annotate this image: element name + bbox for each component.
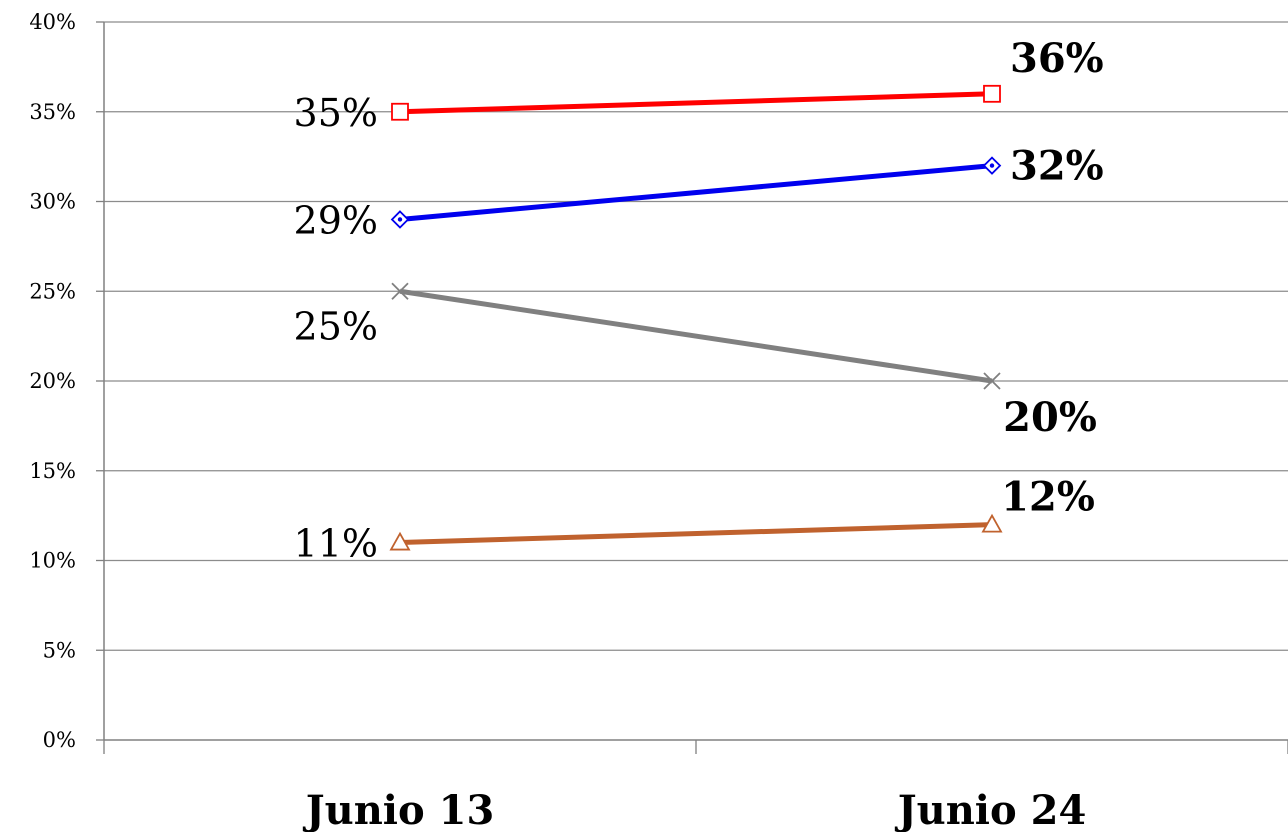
series-2 [390,156,1002,229]
x-tick-label: Junio 24 [895,787,1087,832]
series-3 [391,282,1001,390]
data-point-dot [397,217,403,222]
y-tick-label: 0% [43,728,76,752]
y-tick-label: 10% [29,549,76,573]
data-point-marker [983,84,1001,103]
y-tick-labels: 0% 5% 10% 15% 20% 25% 30% 35% 40% [29,10,76,752]
data-point-marker [389,531,411,551]
series-line [399,163,993,222]
data-point-dot [989,163,995,168]
data-point-marker [391,282,409,300]
x-tick-label: Junio 13 [303,787,495,832]
series-1 [391,84,1001,121]
y-tick-label: 30% [29,190,76,214]
series-4 [389,513,1003,551]
data-label: 12% [1001,474,1095,521]
gridlines [96,21,1288,741]
y-tick-label: 20% [29,369,76,393]
series-line [399,288,993,384]
data-label: 20% [1003,394,1097,441]
data-point-marker [981,513,1003,533]
data-labels: 35% 36% 29% 32% 25% 20% 11% 12% [294,35,1104,566]
data-label: 36% [1010,35,1104,82]
y-tick-label: 40% [29,10,76,34]
y-tick-label: 35% [29,100,76,124]
series-layer [389,84,1003,551]
data-label: 29% [294,198,378,242]
y-tick-label: 5% [43,638,76,662]
y-tick-label: 25% [29,279,76,303]
data-label: 11% [294,522,378,566]
data-point-marker [391,102,409,121]
data-label: 32% [1010,143,1104,190]
data-label: 25% [294,304,378,348]
series-line [399,522,993,546]
y-tick-label: 15% [29,459,76,483]
data-label: 35% [294,91,378,135]
x-tick-labels: Junio 13 Junio 24 [103,740,1288,832]
series-line [399,91,993,115]
data-point-marker [983,372,1001,390]
